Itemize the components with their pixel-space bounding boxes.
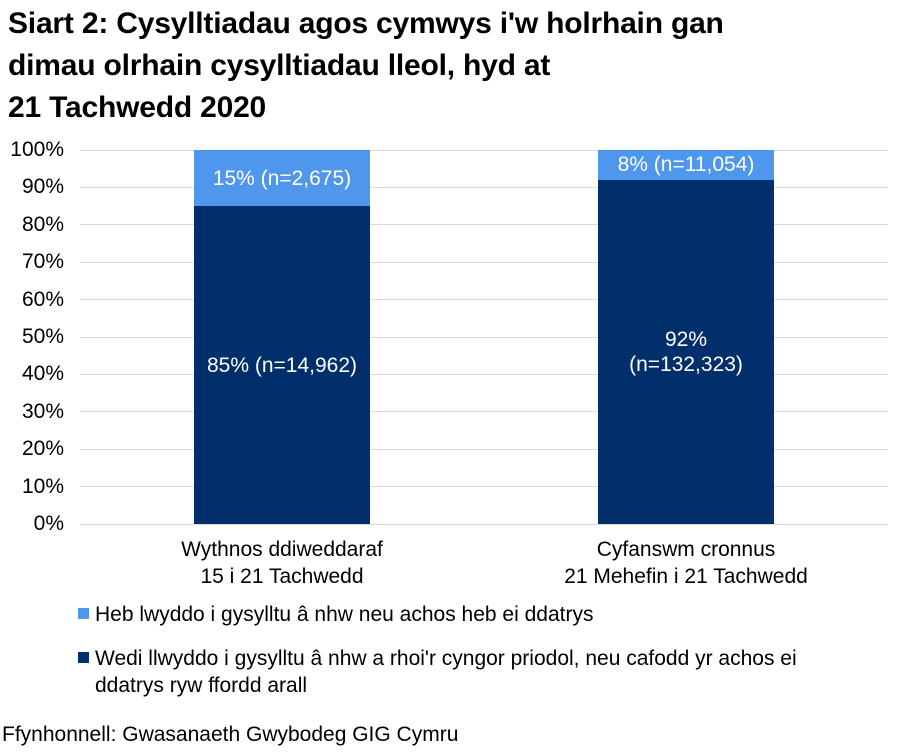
stacked-bar: 15% (n=2,675) 85% (n=14,962) [194, 150, 370, 524]
legend-label: Heb lwyddo i gysylltu â nhw neu achos he… [95, 603, 594, 626]
gridline [80, 486, 888, 488]
source-note: Ffynhonnell: Gwasanaeth Gwybodeg GIG Cym… [2, 723, 459, 746]
x-category-label: Cyfanswm cronnus 21 Mehefin i 21 Tachwed… [564, 538, 808, 588]
bar-segment-heb-lwyddo: 8% (n=11,054) [598, 150, 774, 180]
bar-segment-wedi-llwyddo: 85% (n=14,962) [194, 206, 370, 524]
y-tick-label: 70% [21, 250, 64, 274]
gridline [80, 299, 888, 301]
x-category-label: Wythnos ddiweddaraf 15 i 21 Tachwedd [181, 538, 383, 588]
stacked-bar: 8% (n=11,054) 92% (n=132,323) [598, 150, 774, 524]
y-tick-label: 100% [10, 138, 64, 161]
gridline [80, 336, 888, 338]
bar-segment-label: 15% (n=2,675) [212, 166, 352, 190]
y-tick-label: 30% [21, 399, 64, 423]
gridline [80, 411, 888, 413]
y-tick-label: 20% [21, 437, 64, 461]
bar-segment-heb-lwyddo: 15% (n=2,675) [194, 150, 370, 207]
bar-segment-label: 92% (n=132,323) [629, 327, 743, 376]
bar-segment-label: 8% (n=11,054) [617, 153, 755, 177]
gridline [80, 373, 888, 375]
gridline [80, 448, 888, 450]
gridline [80, 186, 888, 188]
gridline [80, 224, 888, 226]
legend-swatch-navy [78, 652, 89, 663]
gridline [80, 523, 888, 525]
legend-label: Wedi llwyddo i gysylltu â nhw a rhoi'r c… [95, 647, 797, 697]
y-tick-label: 0% [33, 512, 64, 535]
legend-item-heb-lwyddo: Heb lwyddo i gysylltu â nhw neu achos he… [78, 601, 593, 628]
gridline [80, 261, 888, 263]
chart-title: Siart 2: Cysylltiadau agos cymwys i'w ho… [8, 7, 724, 124]
y-tick-label: 80% [21, 212, 64, 236]
y-tick-label: 40% [21, 362, 64, 386]
y-tick-label: 60% [21, 287, 64, 311]
legend-item-wedi-llwyddo: Wedi llwyddo i gysylltu â nhw a rhoi'r c… [78, 645, 797, 699]
bar-segment-wedi-llwyddo: 92% (n=132,323) [598, 179, 774, 524]
y-tick-label: 90% [21, 175, 64, 199]
y-tick-label: 50% [21, 325, 64, 348]
plot-area: 15% (n=2,675) 85% (n=14,962) 8% (n=11,054)… [80, 149, 888, 525]
y-tick-label: 10% [21, 474, 64, 498]
gridline [80, 149, 888, 151]
bar-segment-label: 85% (n=14,962) [206, 353, 358, 377]
legend-swatch-light-blue [78, 608, 89, 619]
